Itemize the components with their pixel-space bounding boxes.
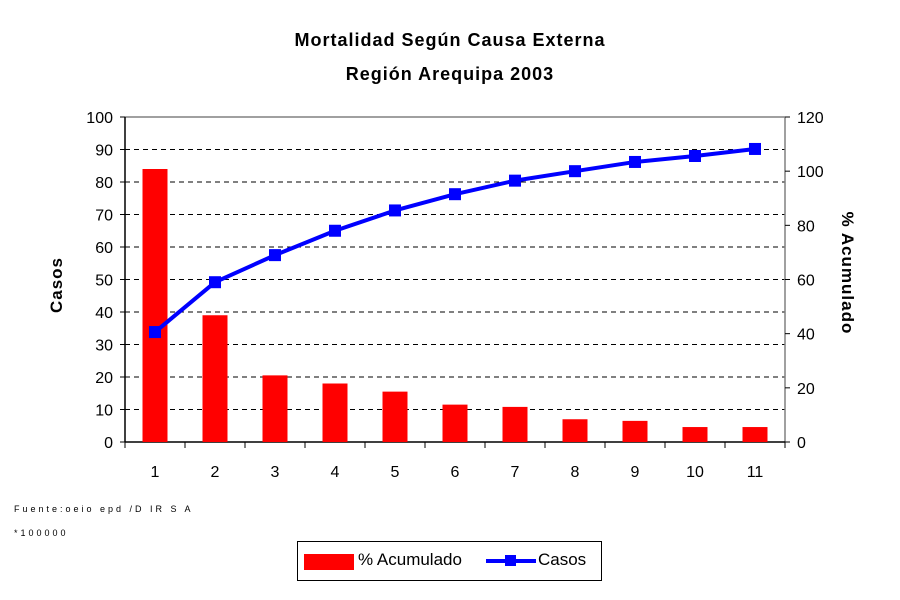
x-tick-label: 8 bbox=[571, 464, 580, 481]
line-point-marker bbox=[629, 155, 641, 168]
y-tick-label: 80 bbox=[95, 175, 113, 192]
x-tick-label: 7 bbox=[511, 464, 520, 481]
bar bbox=[622, 420, 648, 442]
x-tick-label: 2 bbox=[211, 464, 220, 481]
line-point-marker bbox=[449, 188, 461, 201]
y-tick-label: 60 bbox=[95, 240, 113, 257]
x-tick-label: 9 bbox=[631, 464, 640, 481]
scale-note: *100000 bbox=[14, 528, 69, 538]
line-point-marker bbox=[509, 174, 521, 187]
x-tick-label: 4 bbox=[331, 464, 340, 481]
y-axis-title: Casos bbox=[47, 257, 66, 313]
chart-subtitle: Región Arequipa 2003 bbox=[345, 64, 555, 84]
y-tick-label: 100 bbox=[86, 110, 113, 127]
line-point-marker bbox=[389, 204, 401, 217]
x-tick-label: 3 bbox=[271, 464, 280, 481]
legend-label-casos: Casos bbox=[538, 550, 587, 569]
line-point-marker bbox=[269, 249, 281, 262]
y2-tick-label: 40 bbox=[797, 327, 815, 344]
y-tick-label: 30 bbox=[95, 338, 113, 355]
bar bbox=[562, 419, 588, 442]
y-tick-label: 20 bbox=[95, 370, 113, 387]
bar bbox=[742, 427, 768, 442]
bar bbox=[382, 391, 408, 442]
line-point-marker bbox=[569, 165, 581, 178]
x-tick-label: 1 bbox=[151, 464, 160, 481]
legend-label-acumulado: % Acumulado bbox=[358, 550, 462, 569]
y-tick-label: 50 bbox=[95, 273, 113, 290]
source-note: Fuente:oeio epd /D IR S A bbox=[14, 504, 194, 514]
line-point-marker bbox=[749, 142, 761, 155]
y2-tick-label: 100 bbox=[797, 164, 824, 181]
line-point-marker bbox=[149, 326, 161, 339]
bar bbox=[502, 406, 528, 442]
bar bbox=[442, 404, 468, 442]
y2-tick-label: 120 bbox=[797, 110, 824, 127]
x-tick-label: 6 bbox=[451, 464, 460, 481]
x-tick-label: 5 bbox=[391, 464, 400, 481]
y-tick-label: 70 bbox=[95, 208, 113, 225]
bar bbox=[142, 169, 168, 442]
bar bbox=[202, 315, 228, 442]
line-point-marker bbox=[209, 276, 221, 289]
x-tick-label: 10 bbox=[686, 464, 704, 481]
chart-title: Mortalidad Según Causa Externa bbox=[294, 30, 606, 50]
legend: % Acumulado Casos bbox=[297, 541, 602, 581]
legend-square-marker-icon bbox=[505, 555, 516, 566]
y2-tick-label: 20 bbox=[797, 381, 815, 398]
bar bbox=[682, 427, 708, 442]
line-point-marker bbox=[329, 224, 341, 237]
line-point-marker bbox=[689, 150, 701, 162]
y2-axis-title: % Acumulado bbox=[838, 212, 857, 335]
y-tick-label: 40 bbox=[95, 305, 113, 322]
y2-tick-label: 0 bbox=[797, 435, 806, 452]
x-tick-label: 11 bbox=[747, 464, 764, 481]
y-tick-label: 90 bbox=[95, 143, 113, 160]
y2-tick-label: 60 bbox=[797, 273, 815, 290]
line-series-casos bbox=[153, 146, 756, 334]
y-tick-label: 0 bbox=[104, 435, 113, 452]
bar bbox=[262, 375, 288, 442]
bar bbox=[322, 383, 348, 442]
y2-tick-label: 80 bbox=[797, 218, 815, 235]
legend-bar-swatch bbox=[304, 554, 354, 570]
y-tick-label: 10 bbox=[95, 403, 113, 420]
